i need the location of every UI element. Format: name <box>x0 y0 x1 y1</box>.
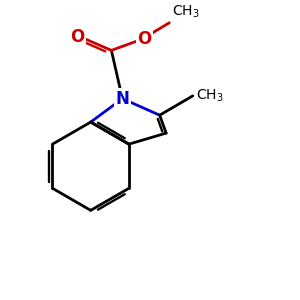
Text: O: O <box>70 28 84 46</box>
Text: O: O <box>137 30 152 48</box>
Text: CH$_3$: CH$_3$ <box>196 88 223 104</box>
Text: CH$_3$: CH$_3$ <box>172 4 200 20</box>
Text: N: N <box>116 90 129 108</box>
